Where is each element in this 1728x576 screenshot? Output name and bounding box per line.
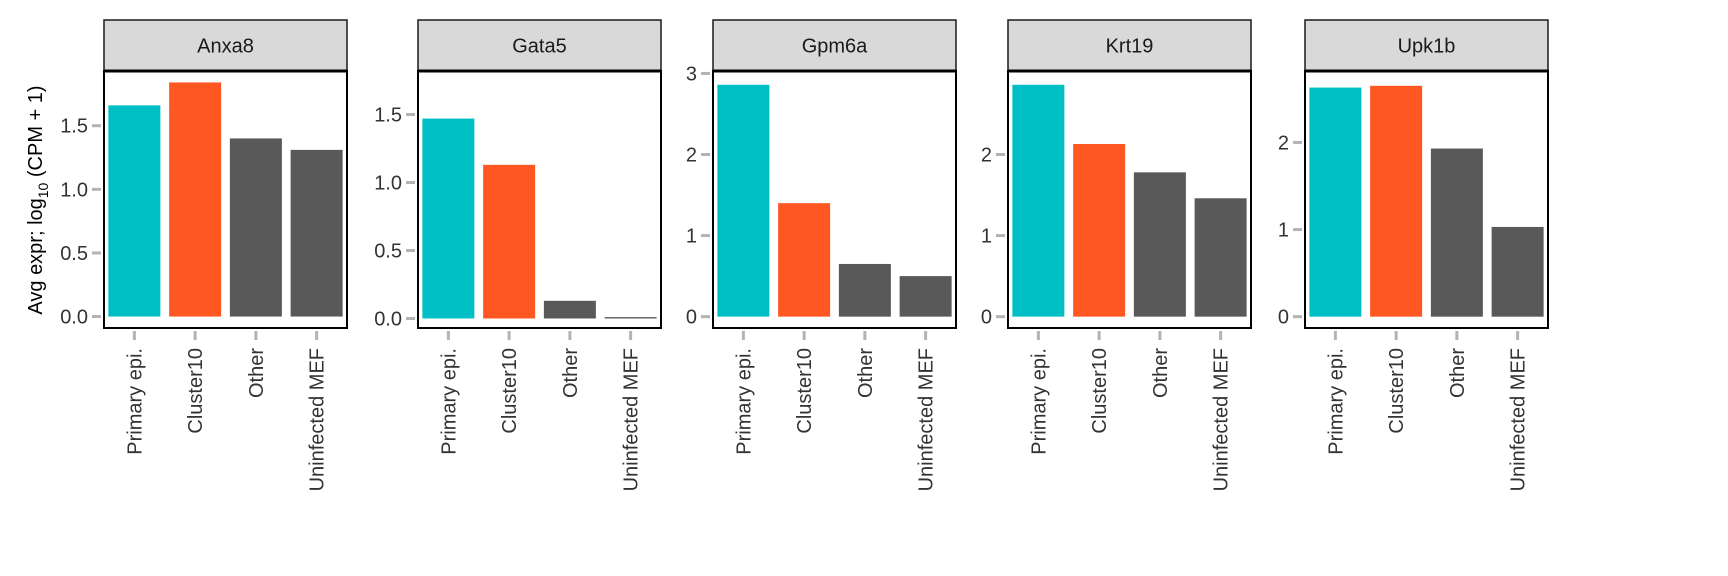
bar-cluster10: [1073, 143, 1126, 317]
x-tick-label: Other: [560, 348, 582, 398]
bar-cluster10: [1370, 85, 1423, 317]
bar-uninfected-mef: [1491, 226, 1544, 317]
bar-other: [229, 138, 282, 317]
y-tick-label: 3: [686, 63, 697, 85]
y-axis-title: Avg expr; log10 (CPM + 1): [25, 85, 51, 314]
bar-other: [1430, 148, 1483, 317]
x-tick-label: Uninfected MEF: [1508, 348, 1530, 491]
x-tick-label: Uninfected MEF: [1211, 348, 1233, 491]
bar-uninfected-mef: [899, 276, 952, 317]
y-tick-label: 2: [1278, 132, 1289, 154]
x-tick-label: Cluster10: [185, 348, 207, 434]
facet-strip: [103, 19, 348, 72]
facet-strip-label: Upk1b: [1398, 36, 1456, 58]
y-tick-label: 0.5: [374, 240, 402, 262]
y-tick-label: 2: [981, 145, 992, 167]
x-tick-label: Primary epi.: [124, 348, 146, 455]
y-tick-label: 1.5: [60, 116, 88, 138]
bar-primary-epi: [422, 118, 475, 319]
x-tick-label: Other: [1150, 348, 1172, 398]
x-tick-label: Primary epi.: [438, 348, 460, 455]
facet-strip-label: Gata5: [512, 36, 566, 58]
x-tick-label: Other: [1447, 348, 1469, 398]
facet-strip: [1304, 19, 1549, 72]
x-tick-label: Cluster10: [794, 348, 816, 434]
facet-panel-gata5: Gata5 0.0 0.5 1.0 1.5 Primary epi. Cluster10 Ot…: [374, 19, 662, 491]
x-tick-label: Primary epi.: [1028, 348, 1050, 455]
bar-cluster10: [169, 82, 222, 317]
x-tick-label: Primary epi.: [1325, 348, 1347, 455]
bar-primary-epi: [717, 84, 770, 317]
x-tick-label: Uninfected MEF: [916, 348, 938, 491]
facet-panel-upk1b: Upk1b 0 1 2 Primary epi. Cluster10 Other Uninfe…: [1278, 19, 1549, 491]
facets-layer: Anxa8 0.0 0.5 1.0 1.5 Primary epi. Cluster10 Ot…: [60, 19, 1549, 491]
x-tick-label: Cluster10: [1386, 348, 1408, 434]
bar-other: [1133, 172, 1186, 317]
y-tick-label: 1: [686, 226, 697, 248]
y-tick-label: 1: [1278, 220, 1289, 242]
y-tick-label: 1: [981, 226, 992, 248]
bar-uninfected-mef: [290, 149, 343, 317]
bar-uninfected-mef: [1194, 198, 1247, 317]
y-axis-title-suffix: (CPM + 1): [25, 85, 47, 182]
bar-other: [838, 263, 891, 317]
x-tick-label: Primary epi.: [733, 348, 755, 455]
facet-strip-label: Anxa8: [197, 36, 254, 58]
bar-primary-epi: [1012, 84, 1065, 317]
y-tick-label: 0: [981, 307, 992, 329]
y-tick-label: 1.0: [374, 173, 402, 195]
x-tick-label: Uninfected MEF: [621, 348, 643, 491]
facet-strip: [1007, 19, 1252, 72]
x-tick-label: Uninfected MEF: [307, 348, 329, 491]
y-tick-label: 2: [686, 145, 697, 167]
bar-primary-epi: [1309, 87, 1362, 317]
y-axis-title-subscript: 10: [35, 182, 51, 198]
x-tick-label: Cluster10: [499, 348, 521, 434]
y-tick-label: 0.0: [374, 308, 402, 330]
bar-other: [543, 300, 596, 319]
y-tick-label: 0.5: [60, 243, 88, 265]
x-tick-label: Other: [246, 348, 268, 398]
facet-strip-label: Krt19: [1106, 36, 1154, 58]
facet-strip-label: Gpm6a: [802, 36, 868, 58]
y-axis-title-prefix: Avg expr; log: [25, 198, 47, 314]
bar-primary-epi: [108, 105, 161, 317]
x-tick-label: Cluster10: [1089, 348, 1111, 434]
facet-strip: [712, 19, 957, 72]
facet-panel-anxa8: Anxa8 0.0 0.5 1.0 1.5 Primary epi. Cluster10 Ot…: [60, 19, 348, 491]
y-tick-label: 1.5: [374, 105, 402, 127]
facet-panel-gpm6a: Gpm6a 0 1 2 3 Primary epi. Cluster10 Other Uninf…: [686, 19, 957, 491]
bar-uninfected-mef: [604, 317, 657, 319]
bar-cluster10: [778, 203, 831, 317]
y-tick-label: 0: [1278, 307, 1289, 329]
bar-cluster10: [483, 164, 536, 319]
x-tick-label: Other: [855, 348, 877, 398]
y-tick-label: 0.0: [60, 307, 88, 329]
facet-panel-krt19: Krt19 0 1 2 Primary epi. Cluster10 Other Uninfe…: [981, 19, 1252, 491]
y-tick-label: 0: [686, 307, 697, 329]
y-tick-label: 1.0: [60, 179, 88, 201]
